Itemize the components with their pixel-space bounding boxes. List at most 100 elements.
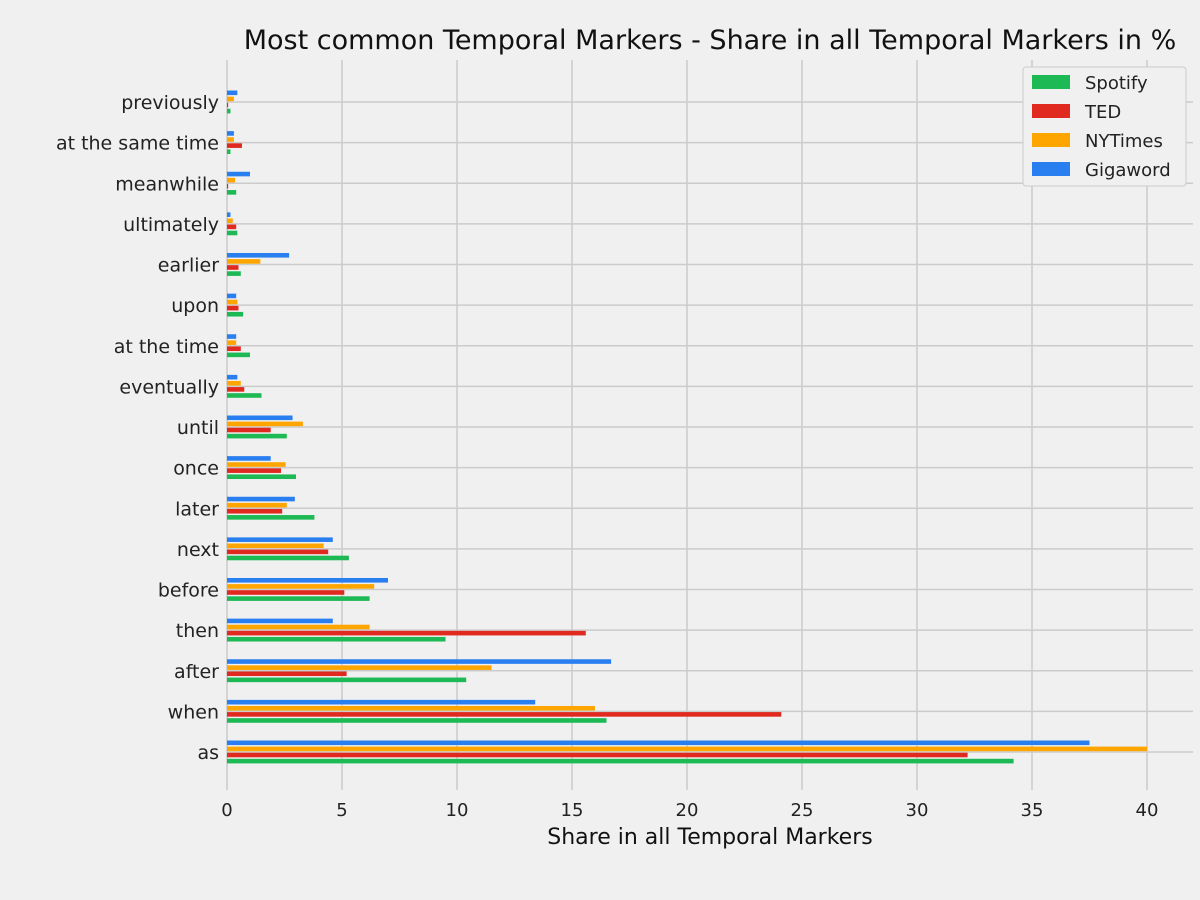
bar-gigaword-at-the-same-time <box>227 131 234 136</box>
x-tick-label: 10 <box>446 800 469 821</box>
grid-layer <box>226 60 1193 790</box>
bar-nytimes-ultimately <box>227 218 233 224</box>
bar-gigaword-as <box>227 740 1090 746</box>
category-label: at the same time <box>56 133 219 155</box>
category-label: eventually <box>119 376 219 398</box>
bar-ted-as <box>227 752 968 758</box>
bar-nytimes-when <box>227 705 595 711</box>
bar-spotify-later <box>227 515 315 520</box>
bar-gigaword-at-the-time <box>227 334 237 339</box>
bar-gigaword-until <box>227 415 293 421</box>
category-label: next <box>177 539 219 561</box>
x-tick-labels: 0 5 10 15 20 25 30 35 40 <box>221 800 1158 821</box>
bar-spotify-previously <box>227 108 231 114</box>
category-label: meanwhile <box>115 173 219 195</box>
bar-spotify-before <box>227 596 370 601</box>
bar-spotify-then <box>227 636 446 642</box>
legend-swatch-nytimes <box>1032 133 1070 147</box>
x-tick-label: 25 <box>791 800 814 821</box>
bar-nytimes-as <box>227 746 1147 752</box>
bar-nytimes-once <box>227 462 286 467</box>
bar-gigaword-then <box>227 618 333 624</box>
bar-ted-until <box>227 427 271 433</box>
bar-spotify-at-the-same-time <box>227 149 231 155</box>
bar-gigaword-after <box>227 659 612 664</box>
bar-gigaword-next <box>227 537 333 542</box>
legend-swatch-spotify <box>1032 75 1070 89</box>
bar-ted-then <box>227 630 586 636</box>
category-label: ultimately <box>123 214 219 236</box>
category-label: at the time <box>114 336 219 358</box>
category-label: previously <box>121 92 219 114</box>
bar-ted-meanwhile <box>227 183 229 189</box>
category-label: until <box>177 417 219 439</box>
bar-gigaword-meanwhile <box>227 171 250 177</box>
bar-spotify-earlier <box>227 271 241 276</box>
category-label: before <box>158 580 219 602</box>
bars-layer <box>227 90 1147 764</box>
bar-ted-before <box>227 590 345 595</box>
bar-ted-ultimately <box>227 224 237 230</box>
bar-nytimes-meanwhile <box>227 177 236 183</box>
legend-label-spotify: Spotify <box>1085 73 1148 94</box>
bar-nytimes-eventually <box>227 380 241 386</box>
bar-spotify-as <box>227 758 1014 764</box>
bar-ted-previously <box>227 102 229 108</box>
chart-title: Most common Temporal Markers - Share in … <box>244 25 1177 56</box>
bar-nytimes-at-the-time <box>227 340 237 345</box>
x-axis-title: Share in all Temporal Markers <box>547 825 872 850</box>
bar-spotify-once <box>227 474 296 480</box>
bar-gigaword-once <box>227 456 271 461</box>
bar-nytimes-upon <box>227 299 238 305</box>
category-label: as <box>197 742 219 764</box>
bar-spotify-until <box>227 433 287 439</box>
legend: Spotify TED NYTimes Gigaword <box>1022 66 1187 187</box>
bar-ted-once <box>227 468 282 473</box>
category-label: upon <box>171 295 219 317</box>
legend-label-ted: TED <box>1084 102 1121 123</box>
bar-nytimes-then <box>227 624 370 630</box>
x-tick-label: 15 <box>561 800 584 821</box>
category-label: when <box>168 701 219 723</box>
legend-box <box>1022 66 1187 187</box>
bar-gigaword-previously <box>227 90 238 96</box>
bar-nytimes-previously <box>227 96 234 102</box>
x-tick-label: 20 <box>676 800 699 821</box>
x-tick-label: 5 <box>336 800 347 821</box>
bar-spotify-ultimately <box>227 230 238 236</box>
bar-nytimes-later <box>227 502 287 508</box>
x-tick-label: 35 <box>1021 800 1044 821</box>
category-label: once <box>173 458 219 480</box>
bar-ted-when <box>227 712 782 717</box>
bar-ted-after <box>227 671 347 677</box>
bar-ted-at-the-time <box>227 346 241 352</box>
bar-spotify-when <box>227 718 607 723</box>
bar-spotify-after <box>227 677 467 683</box>
bar-nytimes-until <box>227 421 303 427</box>
bar-gigaword-upon <box>227 293 237 299</box>
legend-swatch-ted <box>1032 104 1070 118</box>
bar-spotify-meanwhile <box>227 190 237 195</box>
bar-spotify-upon <box>227 311 244 317</box>
category-label: then <box>176 620 219 642</box>
legend-swatch-gigaword <box>1032 162 1070 176</box>
x-tick-label: 40 <box>1136 800 1159 821</box>
bar-ted-at-the-same-time <box>227 143 242 148</box>
bar-gigaword-eventually <box>227 374 238 380</box>
bar-nytimes-next <box>227 543 324 549</box>
bar-spotify-eventually <box>227 393 262 398</box>
legend-label-nytimes: NYTimes <box>1085 131 1163 152</box>
bar-gigaword-earlier <box>227 253 290 258</box>
bar-spotify-next <box>227 555 349 561</box>
bar-ted-later <box>227 508 283 514</box>
bar-gigaword-ultimately <box>227 212 231 217</box>
bar-ted-eventually <box>227 387 245 392</box>
x-tick-label: 30 <box>906 800 929 821</box>
bar-gigaword-later <box>227 496 295 502</box>
category-label: earlier <box>158 255 219 277</box>
bar-nytimes-earlier <box>227 259 261 264</box>
bar-nytimes-after <box>227 665 492 670</box>
bar-spotify-at-the-time <box>227 352 250 358</box>
